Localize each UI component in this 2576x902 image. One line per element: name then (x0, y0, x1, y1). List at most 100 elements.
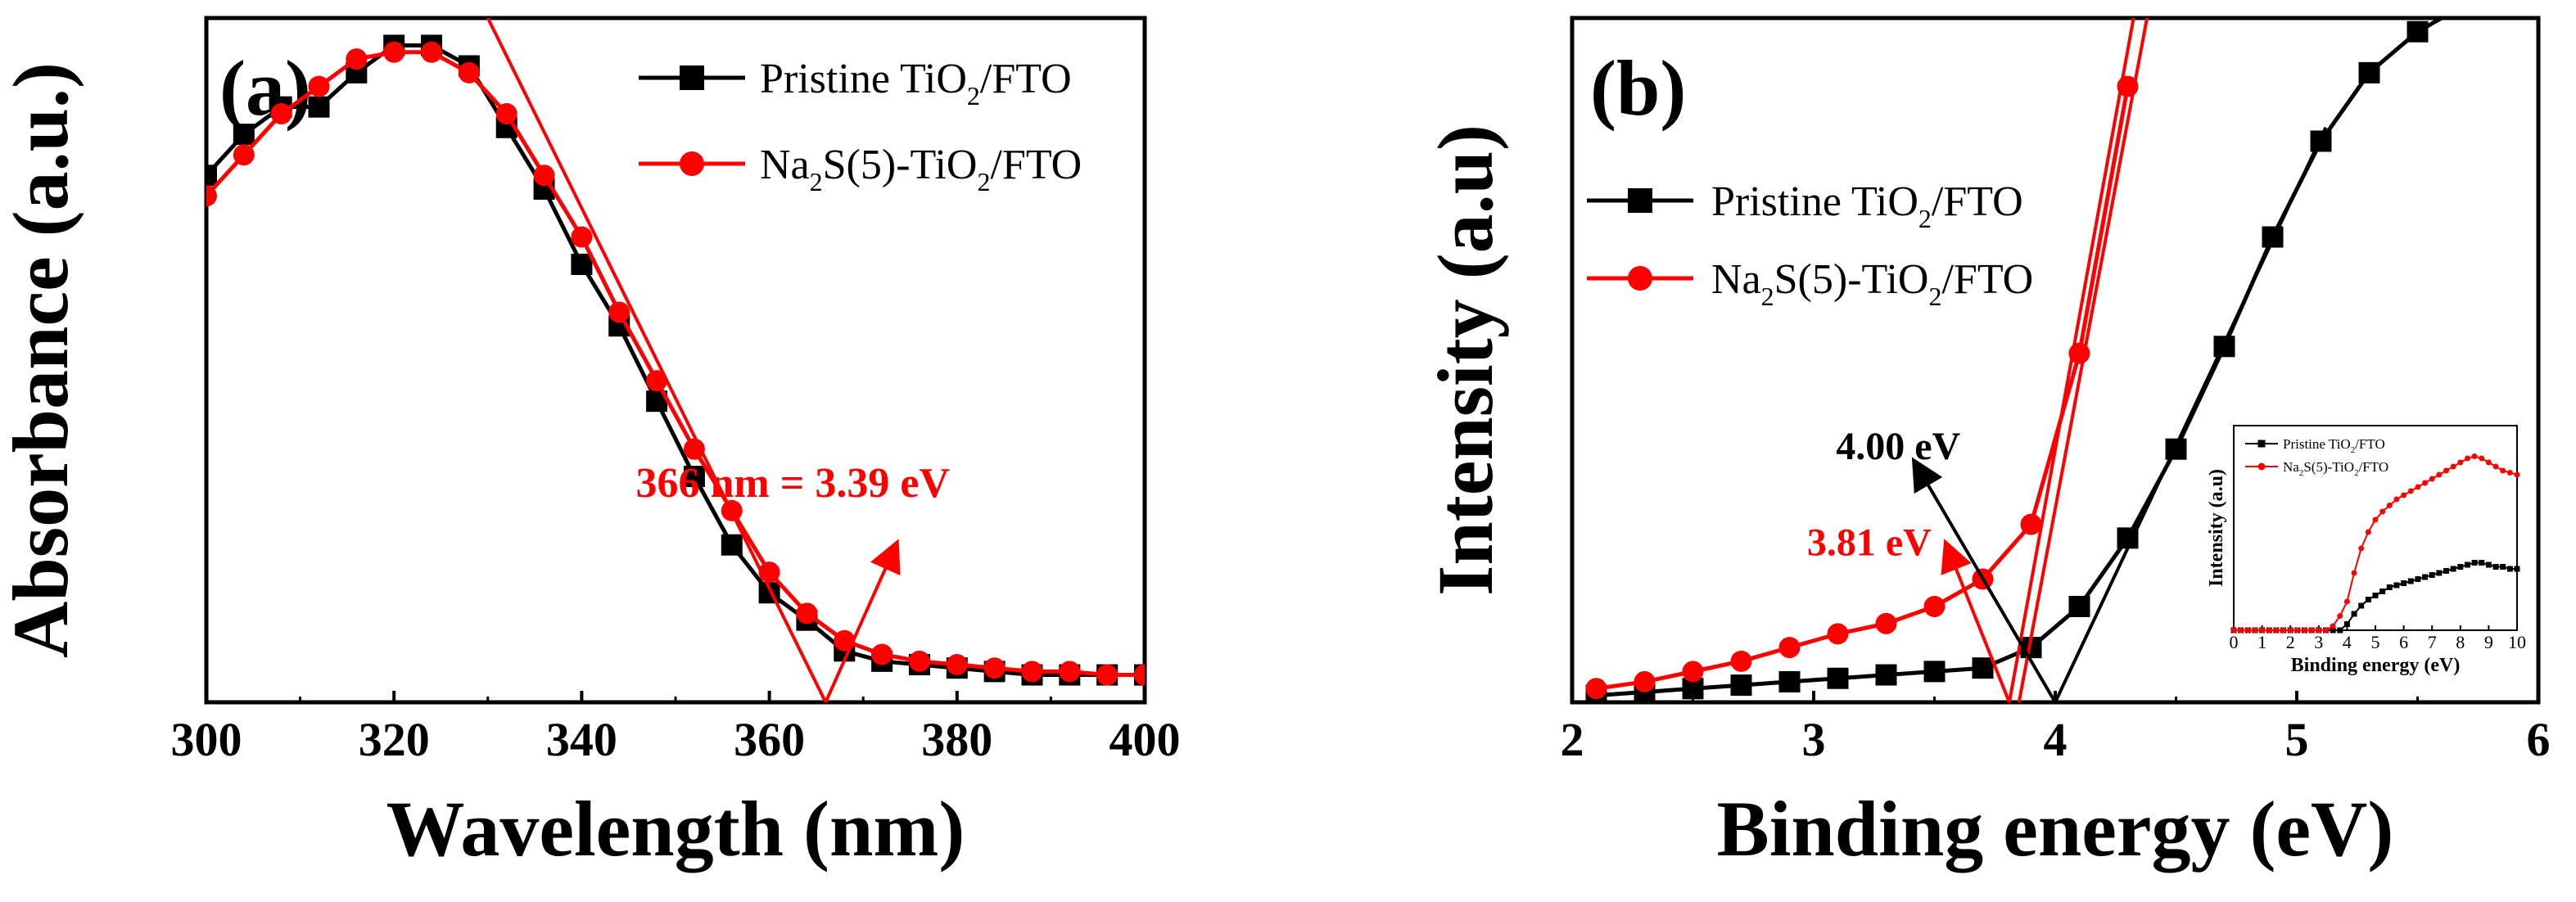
inset-data-point (2436, 471, 2443, 478)
tangent-fit-line (2054, 126, 2328, 702)
inset-data-point (2464, 561, 2470, 568)
annotation-arrow (824, 539, 901, 703)
y-axis-label: Absorbance (a.u.) (0, 62, 84, 658)
legend-label: Pristine TiO2/FTO (1711, 178, 2023, 233)
inset-data-point (2372, 593, 2379, 598)
inset-x-tick-label: 2 (2286, 632, 2295, 652)
x-axis-label: Wavelength (nm) (386, 785, 965, 873)
data-point (421, 41, 443, 63)
inset-data-point (2506, 470, 2513, 476)
data-point (2020, 513, 2042, 535)
y-axis-label: Intensity (a.u) (1421, 124, 1509, 596)
inset-data-point (2415, 484, 2421, 490)
data-point (308, 75, 330, 97)
inset-data-point (2287, 627, 2294, 634)
inset-data-point (2500, 467, 2506, 474)
inset-data-point (2273, 627, 2280, 634)
annotation-arrow (1911, 457, 2057, 704)
inset-data-point (2351, 570, 2357, 576)
data-point (1730, 674, 1752, 697)
inset-data-point (2393, 496, 2400, 503)
inset-legend-label: Pristine TiO2/FTO (2283, 436, 2385, 455)
inset-legend-marker (2257, 440, 2266, 448)
data-point (1923, 595, 1946, 617)
inset-plot: 0 1 2 3 4 5 6 7 8 9 10 Binding energy (eV) Intensity… (2206, 425, 2526, 676)
inset-data-point (2393, 582, 2400, 589)
data-point (346, 48, 368, 70)
series-line (1596, 86, 2130, 691)
inset-data-point (2436, 570, 2443, 576)
data-point (206, 165, 217, 187)
data-point (458, 61, 480, 83)
data-point (308, 96, 330, 118)
inset-data-point (2294, 627, 2301, 634)
data-point (383, 41, 405, 63)
inset-data-point (2386, 584, 2393, 590)
data-point (796, 602, 818, 625)
data-point (1634, 670, 1656, 692)
data-point (533, 165, 555, 187)
inset-data-point (2386, 503, 2393, 508)
inset-data-point (2302, 627, 2307, 634)
x-tick-label: 5 (2285, 713, 2309, 766)
inset-data-point (2443, 467, 2449, 474)
inset-data-point (2429, 476, 2435, 482)
inset-x-tick-label: 5 (2371, 632, 2380, 652)
inset-data-point (2415, 576, 2421, 582)
inset-x-tick-label: 10 (2508, 632, 2526, 652)
data-point (1585, 678, 1607, 700)
inset-legend-label: Na2S(5)-TiO2/FTO (2283, 459, 2388, 478)
inset-x-tick-label: 8 (2456, 632, 2465, 652)
x-tick-label: 300 (171, 713, 242, 766)
inset-data-point (2244, 627, 2251, 634)
data-point (1682, 661, 1704, 683)
inset-data-point (2280, 627, 2287, 634)
inset-data-point (2230, 627, 2237, 634)
inset-data-point (2492, 564, 2499, 570)
inset-data-point (2372, 516, 2379, 523)
inset-data-point (2308, 627, 2315, 634)
legend-label: Na2S(5)-TiO2/FTO (760, 142, 1082, 196)
x-tick-label: 360 (734, 713, 805, 766)
panel-label: (b) (1590, 44, 1686, 132)
inset-data-point (2337, 627, 2343, 634)
data-point (571, 226, 593, 248)
inset-data-point (2450, 566, 2456, 572)
inset-data-point (2457, 459, 2464, 466)
inset-data-point (2492, 463, 2499, 470)
inset-data-point (2343, 598, 2350, 605)
legend-label: Pristine TiO2/FTO (760, 56, 1072, 110)
inset-data-point (2506, 566, 2513, 572)
data-point (571, 253, 593, 275)
annotation-arrow (1941, 539, 2011, 703)
inset-data-point (2365, 597, 2371, 602)
inset-x-tick-label: 0 (2230, 632, 2239, 652)
tangent-fit-line (2007, 18, 2135, 702)
legend-label: Na2S(5)-TiO2/FTO (1711, 256, 2033, 311)
plot-area (206, 18, 1145, 702)
data-point (233, 124, 255, 146)
data-point (270, 103, 292, 125)
inset-data-point (2358, 602, 2365, 609)
inset-data-point (2266, 627, 2272, 634)
inset-x-tick-label: 3 (2314, 632, 2323, 652)
inset-data-point (2252, 627, 2258, 634)
annotation-label: 366 nm = 3.39 eV (636, 460, 951, 507)
inset-x-tick-label: 4 (2343, 632, 2352, 652)
inset-x-tick-label: 1 (2257, 632, 2266, 652)
data-point (1730, 650, 1752, 672)
inset-data-point (2450, 463, 2456, 470)
inset-data-point (2479, 560, 2485, 566)
inset-data-point (2479, 455, 2485, 462)
x-tick-label: 3 (1802, 713, 1826, 766)
inset-x-tick-label: 9 (2484, 632, 2493, 652)
data-point (1875, 664, 1897, 686)
inset-data-point (2443, 568, 2449, 574)
tangent-fit-line (2017, 18, 2149, 702)
panel-a: 300 320 340 360 380 400 Wavelength (nm) Absorba… (0, 16, 1181, 873)
data-point (983, 657, 1006, 679)
inset-data-point (2238, 627, 2244, 634)
inset-data-point (2471, 453, 2478, 459)
inset-legend-marker (2257, 462, 2266, 471)
